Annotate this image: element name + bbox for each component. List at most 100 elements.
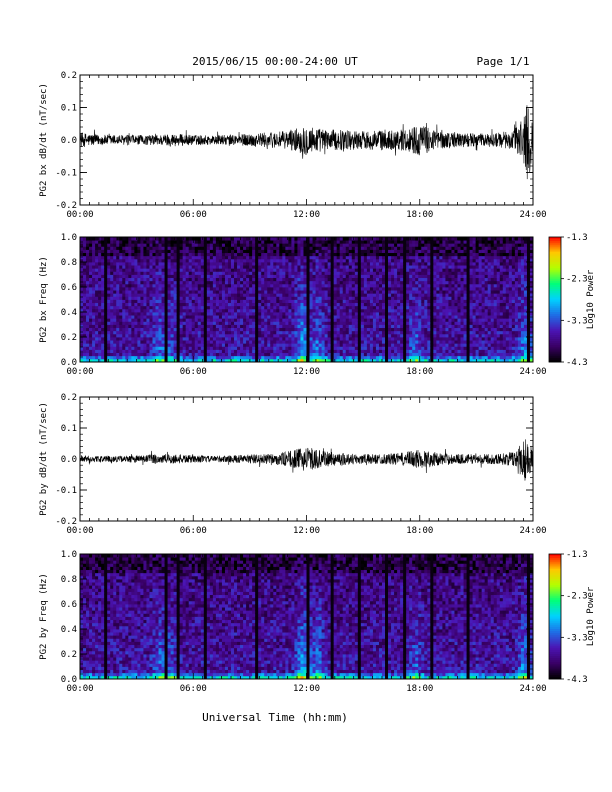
heatmap-cell [176, 327, 181, 332]
heatmap-cell [119, 280, 123, 285]
heatmap-cell [255, 355, 259, 360]
heatmap-cell [179, 246, 184, 250]
heatmap-cell [391, 237, 395, 241]
heatmap-cell [309, 265, 313, 269]
heatmap-cell [300, 308, 304, 313]
heatmap-cell [227, 349, 232, 354]
heatmap-cell [119, 299, 123, 304]
heatmap-cell [369, 293, 374, 297]
heatmap-cell [400, 265, 404, 269]
heatmap-cell [264, 343, 268, 347]
heatmap-cell [372, 280, 377, 285]
heatmap-cell [264, 349, 268, 354]
heatmap-cell [197, 324, 202, 329]
heatmap-cell [369, 340, 374, 344]
heatmap-cell [309, 305, 313, 310]
heatmap-cell [391, 277, 395, 282]
heatmap-cell [285, 346, 289, 350]
heatmap-cell [155, 324, 159, 329]
heatmap-cell [155, 243, 159, 247]
heatmap-cell [291, 243, 295, 247]
heatmap-cell [185, 308, 190, 313]
heatmap-cell [363, 243, 368, 247]
heatmap-cell [303, 305, 307, 310]
heatmap-cell [409, 271, 413, 275]
heatmap-cell [246, 358, 250, 363]
heatmap-cell [261, 240, 265, 244]
heatmap-cell [270, 290, 274, 294]
heatmap-cell [200, 330, 205, 335]
heatmap-cell [101, 355, 105, 360]
heatmap-cell [255, 293, 259, 297]
heatmap-cell [439, 318, 443, 322]
heatmap-cell [149, 296, 153, 300]
heatmap-cell [237, 299, 241, 304]
heatmap-cell [285, 268, 289, 272]
heatmap-cell [421, 346, 425, 350]
heatmap-cell [406, 252, 410, 257]
heatmap-cell [173, 308, 178, 313]
heatmap-cell [273, 346, 277, 350]
heatmap-cell [312, 255, 316, 260]
heatmap-cell [255, 346, 259, 350]
heatmap-cell [394, 265, 398, 269]
heatmap-cell [179, 255, 184, 260]
heatmap-cell [252, 255, 256, 260]
heatmap-cell [270, 315, 274, 319]
heatmap-cell [137, 308, 141, 313]
heatmap-cell [297, 255, 301, 260]
heatmap-cell [128, 287, 132, 291]
heatmap-cell [391, 358, 395, 363]
heatmap-cell [348, 258, 353, 263]
heatmap-cell [273, 293, 277, 297]
heatmap-cell [294, 283, 298, 288]
heatmap-cell [345, 305, 350, 310]
heatmap-cell [345, 255, 350, 260]
heatmap-cell [276, 355, 280, 360]
heatmap-cell [336, 302, 341, 307]
heatmap-cell [146, 265, 150, 269]
heatmap-cell [418, 299, 422, 304]
heatmap-cell [394, 277, 398, 282]
heatmap-cell [327, 352, 332, 357]
heatmap-cell [291, 265, 295, 269]
heatmap-cell [273, 321, 277, 325]
heatmap-cell [382, 321, 386, 325]
heatmap-cell [143, 265, 147, 269]
heatmap-cell [394, 321, 398, 325]
heatmap-cell [86, 330, 90, 335]
heatmap-cell [255, 280, 259, 285]
heatmap-cell [385, 358, 389, 363]
heatmap-cell [137, 290, 141, 294]
heatmap-cell [406, 262, 410, 266]
heatmap-cell [101, 333, 105, 338]
heatmap-cell [258, 327, 262, 332]
heatmap-cell [385, 274, 389, 279]
heatmap-cell [397, 302, 401, 307]
heatmap-cell [140, 262, 144, 266]
heatmap-cell [270, 299, 274, 304]
heatmap-cell [221, 271, 226, 275]
heatmap-cell [113, 271, 117, 275]
heatmap-cell [315, 355, 319, 360]
heatmap-cell [89, 355, 93, 360]
heatmap-cell [98, 287, 102, 291]
heatmap-cell [360, 315, 365, 319]
heatmap-cell [89, 258, 93, 263]
heatmap-cell [318, 243, 322, 247]
heatmap-cell [345, 296, 350, 300]
heatmap-cell [240, 333, 244, 338]
heatmap-cell [131, 252, 135, 257]
heatmap-cell [385, 299, 389, 304]
heatmap-cell [212, 262, 217, 266]
heatmap-cell [312, 333, 316, 338]
heatmap-cell [264, 258, 268, 263]
heatmap-cell [227, 293, 232, 297]
heatmap-cell [394, 302, 398, 307]
heatmap-cell [382, 305, 386, 310]
heatmap-cell [113, 277, 117, 282]
heatmap-cell [421, 237, 425, 241]
heatmap-cell [215, 333, 220, 338]
heatmap-cell [113, 252, 117, 257]
heatmap-cell [388, 265, 392, 269]
